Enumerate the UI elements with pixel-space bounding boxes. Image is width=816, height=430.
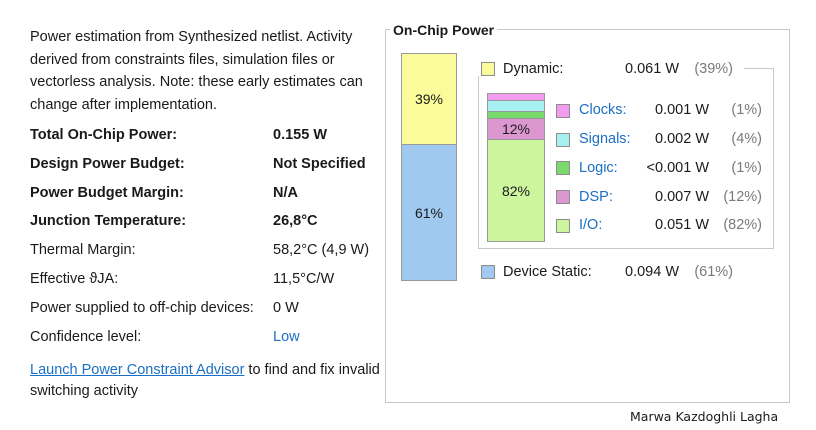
static-swatch [481, 265, 495, 279]
confidence-level-link[interactable]: Low [273, 329, 300, 345]
power-estimation-note: Power estimation from Synthesized netlis… [30, 29, 363, 114]
dsp-segment: 12% [487, 118, 545, 140]
summary-label: Design Power Budget: [30, 156, 185, 172]
dynamic-swatch [481, 62, 495, 76]
dynamic-power-bar: 39% [401, 53, 457, 145]
dynamic-value: 0.061 W [625, 61, 679, 77]
launch-advisor-link[interactable]: Launch Power Constraint Advisor [30, 362, 245, 378]
clocks-swatch [556, 104, 570, 118]
author-watermark: Marwa Kazdoghli Lagha [630, 409, 779, 424]
dynamic-percent: (39%) [694, 61, 733, 77]
summary-label: Power Budget Margin: [30, 185, 184, 201]
static-percent: (61%) [694, 264, 733, 280]
static-power-bar: 61% [401, 144, 457, 281]
summary-label: Effective ϑJA: [30, 271, 119, 287]
io-value: 0.051 W [655, 217, 709, 233]
summary-value: 58,2°C (4,9 W) [273, 242, 370, 258]
advisor-message: Launch Power Constraint Advisor to find … [30, 360, 380, 402]
on-chip-power-panel [385, 29, 790, 403]
io-swatch [556, 219, 570, 233]
summary-value: N/A [273, 185, 298, 201]
io-segment: 82% [487, 139, 545, 242]
dsp-segment-label: 12% [501, 121, 531, 137]
dsp-percent: (12%) [723, 189, 762, 205]
logic-swatch [556, 161, 570, 175]
static-value: 0.094 W [625, 264, 679, 280]
logic-link[interactable]: Logic: [579, 160, 618, 176]
panel-title: On-Chip Power [390, 22, 498, 38]
io-segment-label: 82% [501, 182, 531, 199]
dsp-value: 0.007 W [655, 189, 709, 205]
static-bar-label: 61% [414, 204, 444, 221]
io-link[interactable]: I/O: [579, 217, 603, 233]
signals-value: 0.002 W [655, 131, 709, 147]
logic-value: <0.001 W [646, 160, 709, 176]
io-percent: (82%) [723, 217, 762, 233]
static-label: Device Static: [503, 264, 592, 280]
clocks-percent: (1%) [731, 102, 762, 118]
summary-label: Total On-Chip Power: [30, 127, 178, 143]
summary-label: Thermal Margin: [30, 242, 136, 258]
summary-value: 0 W [273, 300, 299, 316]
groupbox-title-mask [478, 60, 744, 76]
clocks-value: 0.001 W [655, 102, 709, 118]
logic-percent: (1%) [731, 160, 762, 176]
signals-link[interactable]: Signals: [579, 131, 631, 147]
summary-label: Power supplied to off-chip devices: [30, 300, 254, 316]
advisor-suffix: to find and fix invalid switching activi… [30, 362, 380, 399]
summary-label: Junction Temperature: [30, 213, 187, 229]
summary-value: 11,5°C/W [273, 271, 335, 287]
dsp-link[interactable]: DSP: [579, 189, 613, 205]
summary-value: Not Specified [273, 156, 366, 172]
clocks-link[interactable]: Clocks: [579, 102, 627, 118]
summary-value: 26,8°C [273, 213, 318, 229]
signals-percent: (4%) [731, 131, 762, 147]
summary-label: Confidence level: [30, 329, 142, 345]
signals-swatch [556, 133, 570, 147]
dynamic-bar-label: 39% [414, 91, 444, 107]
summary-value: 0.155 W [273, 127, 327, 143]
dynamic-label: Dynamic: [503, 61, 564, 77]
dsp-swatch [556, 190, 570, 204]
